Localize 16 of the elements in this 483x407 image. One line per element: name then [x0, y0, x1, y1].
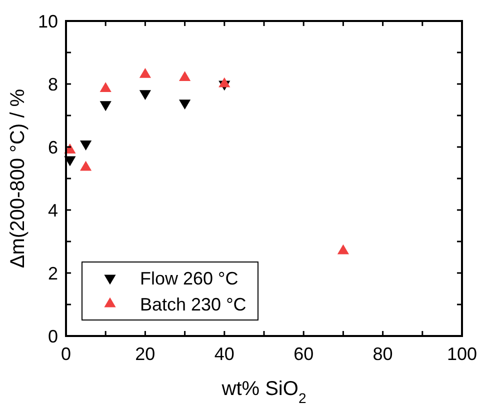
legend-label: Flow 260 °C	[140, 268, 238, 288]
x-tick-label: 60	[294, 344, 314, 364]
y-tick-label: 6	[48, 137, 58, 158]
y-tick-label: 2	[48, 263, 58, 284]
y-tick-label: 0	[48, 326, 58, 346]
y-tick-label: 4	[48, 200, 58, 220]
x-tick-label: 0	[60, 344, 72, 364]
x-tick-label: 100	[446, 344, 478, 364]
y-axis-title: Δm(200-800 °C) / %	[7, 88, 29, 268]
x-axis-title: wt% SiO$_{2}$	[220, 378, 306, 406]
x-tick-label: 40	[214, 344, 234, 364]
y-tick-label: 8	[48, 74, 58, 94]
x-tick-label: 80	[372, 344, 393, 364]
y-tick-label: 10	[38, 11, 58, 32]
x-tick-label: 20	[135, 344, 156, 364]
legend-label: Batch 230 °C	[140, 294, 246, 314]
